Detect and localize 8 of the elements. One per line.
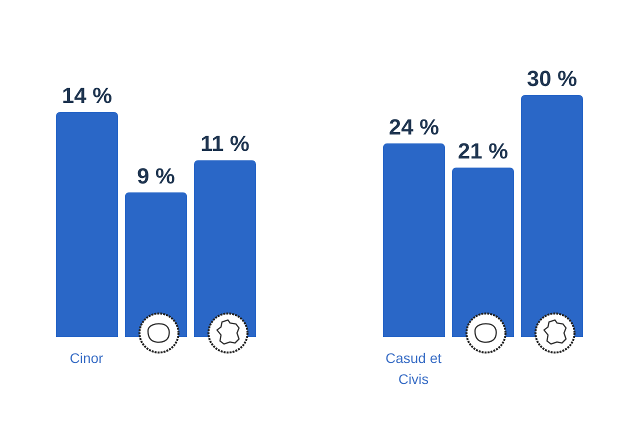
data-label: 11 %: [200, 131, 250, 156]
data-label: 9 %: [137, 163, 175, 188]
data-label: 14 %: [62, 83, 112, 108]
data-label: 21 %: [458, 138, 508, 164]
x-tick-label: Cinor: [70, 350, 104, 366]
data-label: 24 %: [388, 114, 440, 140]
x-tick-label: Casud et Civis: [385, 350, 442, 387]
data-label: 30 %: [526, 66, 578, 91]
